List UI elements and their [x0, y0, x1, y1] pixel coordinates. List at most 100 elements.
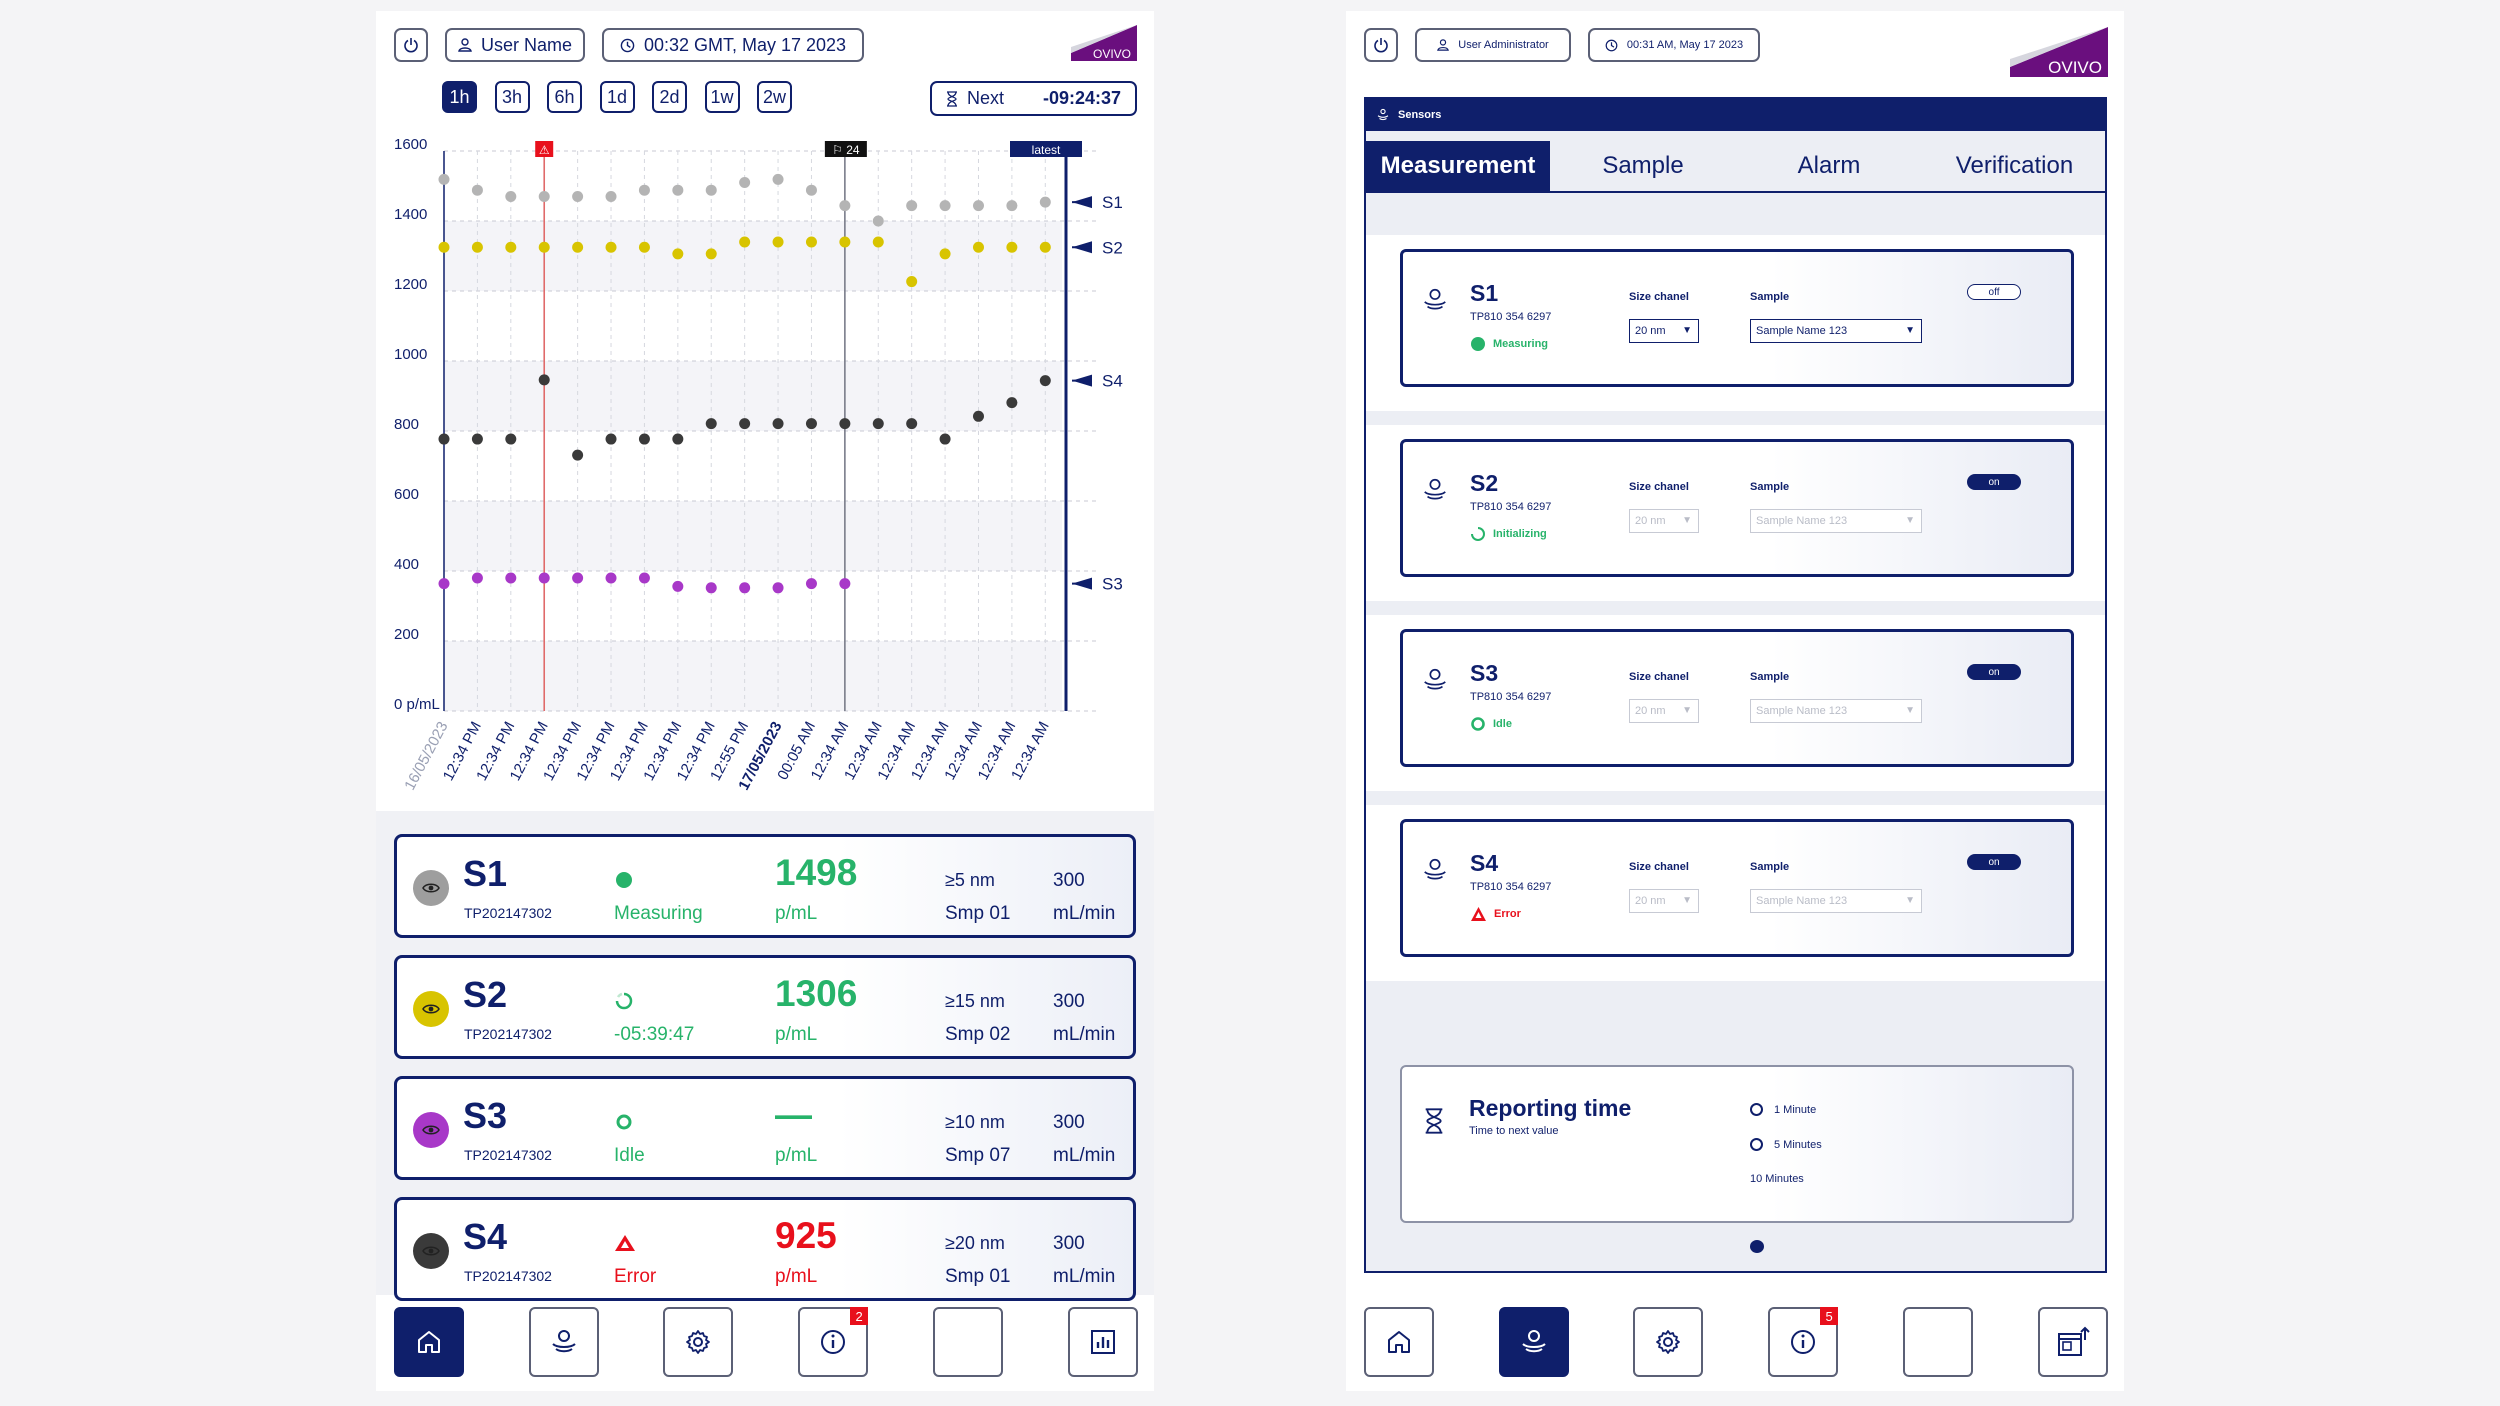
visibility-toggle[interactable] [413, 870, 449, 906]
radio-button[interactable] [1750, 1240, 1764, 1253]
range-1w-button[interactable]: 1w [704, 81, 740, 113]
data-point-s1 [772, 173, 784, 185]
sensor-toggle[interactable]: on [1967, 664, 2021, 680]
range-3h-button[interactable]: 3h [494, 81, 530, 113]
sensor-config-s1: S1 TP810 354 6297 Measuring Size chanel Samp… [1400, 249, 2074, 387]
sample-select[interactable]: Sample Name 123 ▼ [1750, 699, 1922, 723]
sensor-status: Measuring [614, 903, 703, 924]
data-point-s1 [906, 200, 918, 212]
data-point-s3 [538, 572, 550, 584]
range-2d-button[interactable]: 2d [652, 81, 687, 113]
size-channel: ≥10 nm [945, 1112, 1005, 1132]
sample-value: Sample Name 123 [1756, 895, 1848, 907]
flow-unit: mL/min [1053, 903, 1116, 924]
sensor-config-s2: S2 TP810 354 6297 Initializing Size chanel S… [1400, 439, 2074, 577]
sensor-card-s3[interactable]: S3 TP202147302 Idle — p/mL ≥10 nm Smp 07 300 mL/… [394, 1076, 1136, 1180]
sensor-name: S4 [463, 1216, 508, 1257]
book-nav-button[interactable] [1902, 1307, 1973, 1377]
svg-text:OVIVO: OVIVO [1093, 47, 1131, 61]
data-point-s2 [939, 248, 951, 260]
user-icon [1437, 39, 1450, 51]
size-channel-value: 20 nm [1635, 895, 1666, 907]
tab-sample[interactable]: Sample [1602, 152, 1684, 179]
data-point-s1 [972, 200, 984, 212]
datetime-button[interactable]: 00:31 AM, May 17 2023 [1588, 28, 1760, 62]
range-1d-button[interactable]: 1d [599, 81, 635, 113]
sample-select[interactable]: Sample Name 123 ▼ [1750, 889, 1922, 913]
grid-band [444, 221, 1062, 291]
sensor-id: TP202147302 [464, 1026, 552, 1042]
export-icon [2057, 1326, 2090, 1356]
status-text: Error [1494, 908, 1521, 920]
radio-button[interactable] [1750, 1138, 1763, 1151]
home-nav-button[interactable] [1364, 1307, 1434, 1377]
book-nav-button[interactable] [932, 1307, 1003, 1377]
chevron-down-icon: ▼ [1905, 705, 1915, 716]
sensor-icon [1424, 858, 1446, 880]
range-6h-button[interactable]: 6h [547, 81, 582, 113]
notification-badge: 2 [850, 1307, 869, 1325]
gear-nav-button[interactable] [1633, 1307, 1704, 1377]
sensor-toggle[interactable]: on [1967, 854, 2021, 870]
sensor-name: S2 [1470, 470, 1499, 496]
radio-button[interactable] [1750, 1103, 1763, 1116]
user-icon [458, 38, 472, 52]
gear-nav-button[interactable] [663, 1307, 734, 1377]
data-point-s1 [605, 191, 617, 202]
data-point-s2 [972, 241, 984, 253]
reporting-option[interactable]: 10 Minutes [1750, 1173, 1804, 1253]
warning-icon [1471, 907, 1486, 921]
data-point-s3 [438, 578, 450, 590]
info-nav-button[interactable]: 5 [1768, 1307, 1839, 1377]
size-channel-label: Size chanel [1629, 291, 1689, 303]
sample-select[interactable]: Sample Name 123 ▼ [1750, 509, 1922, 533]
visibility-toggle[interactable] [413, 1233, 449, 1269]
power-button[interactable] [1364, 28, 1398, 62]
tab-alarm[interactable]: Alarm [1797, 152, 1861, 179]
sensor-toggle[interactable]: on [1967, 474, 2021, 490]
data-point-s3 [672, 580, 684, 592]
y-tick-label: 1400 [394, 206, 427, 223]
size-channel-select[interactable]: 20 nm ▼ [1629, 699, 1699, 723]
alert-marker[interactable] [535, 141, 554, 157]
flag-marker[interactable] [824, 141, 867, 157]
size-channel-select[interactable]: 20 nm ▼ [1629, 319, 1699, 343]
sensor-nav-button[interactable] [528, 1307, 599, 1377]
export-nav-button[interactable] [2037, 1307, 2108, 1377]
range-1h-button[interactable]: 1h [442, 81, 477, 113]
sample-select[interactable]: Sample Name 123 ▼ [1750, 319, 1922, 343]
tab-measurement[interactable]: Measurement [1366, 141, 1550, 191]
data-point-s1 [872, 215, 884, 227]
reporting-option[interactable]: 1 Minute [1750, 1103, 1816, 1116]
user-button[interactable]: User Administrator [1415, 28, 1571, 62]
reporting-time-card: Reporting time Time to next value 1 Minu… [1400, 1065, 2074, 1253]
size-channel-select[interactable]: 20 nm ▼ [1629, 889, 1699, 913]
data-point-s1 [1006, 200, 1018, 212]
data-point-s3 [772, 582, 784, 594]
flow-unit: mL/min [1053, 1024, 1116, 1045]
data-point-s1 [805, 184, 817, 196]
reporting-option[interactable]: 5 Minutes [1750, 1138, 1822, 1151]
visibility-toggle[interactable] [413, 991, 449, 1027]
data-point-s3 [805, 578, 817, 590]
status-text: Initializing [1493, 528, 1547, 540]
datetime-button[interactable]: 00:32 GMT, May 17 2023 [602, 28, 864, 62]
power-button[interactable] [394, 28, 428, 62]
visibility-toggle[interactable] [413, 1112, 449, 1148]
user-button[interactable]: User Name [445, 28, 585, 62]
size-channel-select[interactable]: 20 nm ▼ [1629, 509, 1699, 533]
sensor-name: S1 [1470, 280, 1499, 306]
home-nav-button[interactable] [394, 1307, 464, 1377]
sensor-card-s1[interactable]: S1 TP202147302 Measuring 1498 p/mL ≥5 nm Smp 0… [394, 834, 1136, 938]
sensor-card-s4[interactable]: S4 TP202147302 Error 925 p/mL ≥20 nm Smp 01 300… [394, 1197, 1136, 1301]
chart-nav-button[interactable] [1067, 1307, 1138, 1377]
sensor-toggle[interactable]: off [1967, 284, 2021, 300]
tab-verification[interactable]: Verification [1955, 152, 2074, 179]
range-2w-button[interactable]: 2w [757, 81, 792, 113]
sensor-nav-button[interactable] [1498, 1307, 1569, 1377]
data-point-s4 [538, 374, 550, 386]
sensor-card-s2[interactable]: S2 TP202147302 -05:39:47 1306 p/mL ≥15 nm Smp … [394, 955, 1136, 1059]
chevron-down-icon: ▼ [1682, 515, 1692, 526]
sensor-icon [1424, 288, 1446, 310]
info-nav-button[interactable]: 2 [798, 1307, 869, 1377]
